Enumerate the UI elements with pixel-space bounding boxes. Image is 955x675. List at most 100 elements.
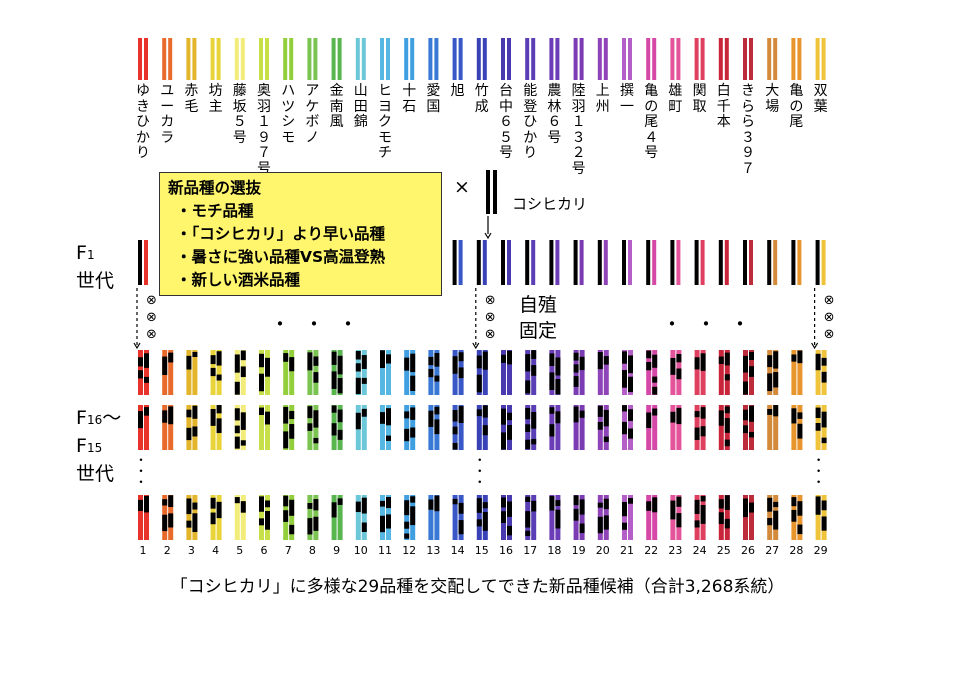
fixed-line-chromosome <box>186 350 192 395</box>
column-number: 6 <box>260 544 268 557</box>
f1-chromosome <box>507 240 511 285</box>
fixed-line-chromosome <box>434 350 440 395</box>
f1-chromosome <box>646 240 651 285</box>
koshihikari-segment <box>773 372 779 388</box>
koshihikari-segment <box>724 418 730 433</box>
koshihikari-segment <box>603 498 609 510</box>
f1-chromosome <box>773 240 778 285</box>
fixed-line-chromosome <box>234 495 240 540</box>
koshihikari-segment <box>355 350 361 360</box>
fixed-line-chromosome <box>791 405 797 450</box>
koshihikari-segment <box>646 350 652 359</box>
koshihikari-segment <box>694 427 700 440</box>
koshihikari-segment <box>694 357 700 370</box>
f1-chromosome <box>573 240 578 285</box>
column-number: 15 <box>474 544 489 557</box>
f1-chromosome <box>652 240 657 285</box>
parent-chromosome <box>549 38 554 80</box>
koshihikari-segment <box>797 412 803 419</box>
koshihikari-segment <box>676 368 682 380</box>
parent-chromosome <box>434 38 439 80</box>
koshihikari-segment <box>192 405 198 419</box>
koshihikari-segment <box>700 407 706 419</box>
figure-caption: 「コシヒカリ」に多様な29品種を交配してできた新品種候補（合計3,268系統） <box>170 577 785 597</box>
fixed-line-chromosome <box>386 405 391 450</box>
column-number: 25 <box>716 544 731 557</box>
fixed-line-chromosome <box>386 350 391 395</box>
fixed-line-chromosome <box>428 405 434 450</box>
koshihikari-segment <box>797 350 803 364</box>
koshihikari-segment <box>821 411 827 428</box>
koshihikari-segment <box>386 354 391 364</box>
koshihikari-segment <box>501 354 506 363</box>
koshihikari-segment <box>355 412 361 430</box>
koshihikari-segment <box>573 352 579 361</box>
fixed-line-chromosome <box>216 350 222 395</box>
koshihikari-segment <box>700 353 706 371</box>
koshihikari-segment <box>628 355 633 374</box>
koshihikari-segment <box>652 376 658 383</box>
variety-name: 藤坂５号 <box>232 83 247 146</box>
fixed-line-chromosome <box>138 495 143 540</box>
column-number: 13 <box>426 544 441 557</box>
koshihikari-segment <box>749 502 754 513</box>
parent-chromosome <box>144 38 148 80</box>
fixed-line-chromosome <box>168 350 174 395</box>
koshihikari-segment <box>186 409 192 418</box>
koshihikari-segment <box>482 502 488 509</box>
koshihikari-segment <box>361 522 367 532</box>
fixed-line-chromosome <box>428 495 434 540</box>
selfing-symbol: ⊗ <box>146 310 157 325</box>
koshihikari-segment <box>337 429 343 440</box>
koshihikari-segment <box>579 410 585 418</box>
parent-chromosome <box>307 38 312 80</box>
variety-name: 大場 <box>765 83 780 115</box>
column-number: 16 <box>499 544 513 557</box>
koshihikari-segment <box>410 407 416 420</box>
fixed-line-chromosome <box>404 495 410 540</box>
koshihikari-segment <box>670 411 676 423</box>
koshihikari-segment <box>434 352 440 367</box>
fixed-line-chromosome <box>652 350 658 395</box>
fixed-line-chromosome <box>603 350 609 395</box>
f1-chromosome <box>501 240 505 285</box>
koshihikari-segment <box>482 425 488 436</box>
koshihikari-segment <box>216 351 222 366</box>
f1-chromosome <box>622 240 626 285</box>
column-number: 27 <box>765 544 780 557</box>
koshihikari-chromosome <box>493 170 497 214</box>
variety-name: 奥羽１９７号 <box>257 83 271 177</box>
column-number: 9 <box>333 544 341 557</box>
fixed-line-chromosome <box>676 405 682 450</box>
koshihikari-segment <box>555 500 561 507</box>
parent-chromosome <box>404 38 409 80</box>
koshihikari-segment <box>724 406 730 414</box>
koshihikari-segment <box>265 357 270 377</box>
koshihikari-segment <box>555 411 561 424</box>
fixed-line-chromosome <box>361 405 367 450</box>
fixed-line-chromosome <box>549 495 555 540</box>
koshihikari-segment <box>700 495 706 502</box>
variety-name: 金南風 <box>329 83 344 130</box>
fixed-line-chromosome <box>579 350 585 395</box>
koshihikari-segment <box>791 497 797 507</box>
koshihikari-segment <box>458 520 464 535</box>
column-number: 26 <box>741 544 755 557</box>
koshihikari-segment <box>549 496 555 511</box>
koshihikari-segment <box>652 354 658 368</box>
koshihikari-segment <box>694 499 700 514</box>
koshihikari-segment <box>210 408 216 426</box>
parent-chromosome <box>337 38 342 80</box>
koshihikari-segment <box>386 435 391 441</box>
koshihikari-segment <box>821 371 827 383</box>
koshihikari-segment <box>452 498 458 505</box>
koshihikari-segment <box>676 513 682 528</box>
koshihikari-segment <box>404 533 410 539</box>
column-number: 14 <box>450 544 465 557</box>
fixed-line-chromosome <box>555 405 561 450</box>
column-number: 5 <box>236 544 244 557</box>
koshihikari-segment <box>380 515 385 533</box>
koshihikari-segment <box>240 501 246 513</box>
koshihikari-segment <box>138 411 143 429</box>
parent-chromosome <box>700 38 705 80</box>
